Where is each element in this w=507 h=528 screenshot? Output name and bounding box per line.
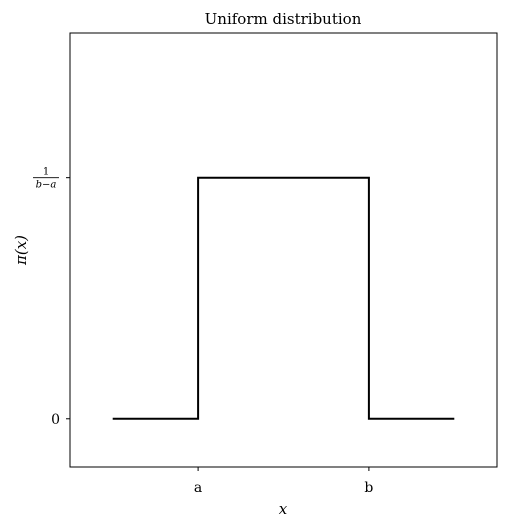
y-tick-label: 0 (51, 412, 60, 428)
fraction-numerator: 1 (43, 167, 49, 178)
chart-title: Uniform distribution (205, 10, 362, 28)
plot-frame (69, 32, 498, 468)
fraction-denominator: b−a (36, 180, 57, 191)
y-tick-label-fraction: 1 b−a (33, 167, 59, 191)
x-tick-label: b (364, 480, 373, 496)
series-line-density (112, 176, 455, 420)
x-tick-label: a (194, 480, 202, 496)
series-layer (112, 176, 455, 420)
y-axis-label: π(x) (12, 235, 30, 266)
x-axis-label: x (279, 500, 288, 518)
ticks-layer: a b 0 1 b−a (33, 167, 373, 496)
